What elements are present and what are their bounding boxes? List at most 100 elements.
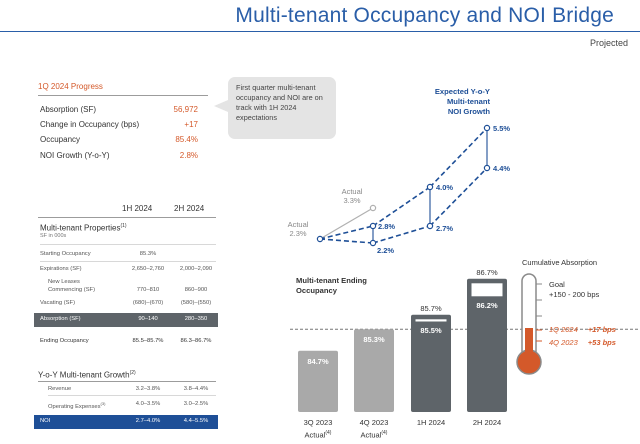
occupancy-bar [298, 350, 338, 412]
point-1h-high [426, 183, 434, 191]
table-divider [38, 217, 216, 218]
x-axis-label: 3Q 2023 Actual(4) [293, 418, 343, 441]
cumulative-period: 4Q 2023 [549, 338, 578, 347]
x-axis-label: 1H 2024 [406, 418, 456, 428]
bar-value-label: 85.5% [420, 326, 442, 335]
progress-value: 85.4% [175, 135, 198, 144]
actual-label: Actual [341, 187, 363, 196]
cumulative-absorption-title: Cumulative Absorption [522, 258, 598, 267]
bar-value-label: 86.2% [476, 300, 498, 310]
row-label: Expirations (SF) [40, 266, 82, 272]
row-label: Operating Expenses(3) [48, 401, 105, 410]
x-axis-label: 4Q 2023 Actual(4) [349, 418, 399, 441]
row-label: Commencing (SF) [48, 287, 96, 293]
noi-row: NOI 2.7–4.0% 4.4–5.5% [34, 415, 218, 429]
occupancy-range-marker [470, 282, 504, 298]
2h-high-label: 5.5% [493, 124, 511, 133]
progress-title: 1Q 2024 Progress [38, 82, 103, 91]
actual-label: Actual [287, 220, 309, 229]
progress-value: +17 [184, 120, 198, 129]
cell-1h: 770–810 [136, 287, 160, 293]
x-axis-label-line: Actual(4) [304, 430, 332, 440]
point-2h-high [483, 124, 491, 132]
row-label: Vacating (SF) [40, 300, 76, 306]
cell-2h: 2,000–2,090 [179, 266, 213, 272]
lower-path-segment [372, 225, 431, 244]
cell-1h: (680)–(670) [132, 300, 164, 306]
progress-label: NOI Growth (Y-o-Y) [40, 151, 110, 160]
cell-1h: 2,650–2,760 [131, 266, 165, 272]
q1-low-label: 2.2% [377, 246, 395, 255]
q1-high-label: 2.8% [378, 222, 396, 231]
point-q1-high [369, 222, 377, 230]
start-value: 2.3% [289, 229, 307, 238]
row-label: Starting Occupancy [40, 251, 91, 257]
progress-row: NOI Growth (Y-o-Y) 2.8% [40, 151, 198, 163]
multi-tenant-properties-title: Multi-tenant Properties(1) [40, 223, 127, 233]
progress-value: 2.8% [179, 151, 198, 160]
x-axis-label-line: 4Q 2023 [359, 418, 389, 427]
x-axis-label-line: Actual(4) [360, 430, 388, 440]
column-header-1h: 1H 2024 [122, 204, 153, 213]
title-divider [0, 31, 640, 32]
cell-2h: (580)–(550) [180, 300, 212, 306]
yoy-title-text: Y-o-Y Multi-tenant Growth [38, 370, 130, 380]
point-2h-low [483, 164, 491, 172]
cell-1h: 90–140 [138, 316, 158, 322]
bar-value-label: 84.7% [307, 356, 329, 366]
upper-path-segment [372, 186, 431, 227]
progress-label: Absorption (SF) [40, 105, 97, 114]
2h-low-label: 4.4% [493, 164, 511, 173]
footnote-marker: (4) [381, 430, 388, 436]
progress-divider [38, 95, 208, 96]
row-separator [40, 244, 216, 245]
x-axis-label-line: 1H 2024 [416, 418, 446, 427]
cumulative-row: 4Q 2023 +53 bps [549, 338, 616, 347]
progress-row: Occupancy 85.4% [40, 135, 198, 147]
absorption-goal: Goal +150 - 200 bps [549, 280, 599, 300]
cell-1h: 85.3% [139, 251, 157, 257]
upper-path-segment [429, 127, 488, 188]
actual-point [369, 204, 377, 212]
cell-2h: 860–900 [184, 287, 208, 293]
cell-2h: 4.4–5.5% [183, 418, 209, 424]
upper-path-segment [319, 225, 374, 240]
callout-pointer [214, 100, 228, 112]
x-axis-label-line: 3Q 2023 [303, 418, 333, 427]
cell-1h: 4.0–3.5% [135, 401, 161, 407]
row-label: Revenue [48, 386, 72, 392]
x-axis-label: 2H 2024 [462, 418, 512, 428]
cell-1h: 3.2–3.8% [135, 386, 161, 392]
row-label: New Leases [48, 279, 80, 285]
row-separator [40, 261, 216, 262]
progress-row: Absorption (SF) 56,972 [40, 105, 198, 117]
lower-path-segment [319, 238, 374, 244]
footnote-marker: (2) [129, 370, 136, 376]
start-label: Actual 2.3% [280, 220, 316, 238]
start-point [316, 235, 324, 243]
lower-path-segment [429, 167, 488, 227]
footnote-marker: (1) [120, 223, 127, 229]
yoy-growth-title: Y-o-Y Multi-tenant Growth(2) [38, 370, 136, 380]
progress-label: Occupancy [40, 135, 81, 144]
actual-connector [319, 207, 374, 240]
actual-value: 3.3% [343, 196, 361, 205]
row-separator [48, 395, 216, 396]
units-note: SF in 000s [40, 233, 67, 239]
1h-high-label: 4.0% [436, 183, 454, 192]
cell-2h: 86.3–86.7% [180, 338, 212, 344]
1h-low-label: 2.7% [436, 224, 454, 233]
occupancy-bar [411, 314, 451, 412]
goal-value: +150 - 200 bps [549, 290, 600, 299]
mtp-title-text: Multi-tenant Properties [40, 223, 121, 233]
goal-label: Goal [549, 280, 565, 289]
bar-top-label: 85.7% [420, 303, 442, 313]
noi-bridge-title-line: NOI Growth [447, 107, 490, 116]
cell-1h: 85.5–85.7% [132, 338, 164, 344]
page-title: Multi-tenant Occupancy and NOI Bridge [235, 4, 614, 27]
progress-label: Change in Occupancy (bps) [40, 120, 140, 129]
row-label-text: Operating Expenses [48, 403, 101, 410]
point-q1-low [369, 239, 377, 247]
cell-2h: 3.0–2.5% [183, 401, 209, 407]
